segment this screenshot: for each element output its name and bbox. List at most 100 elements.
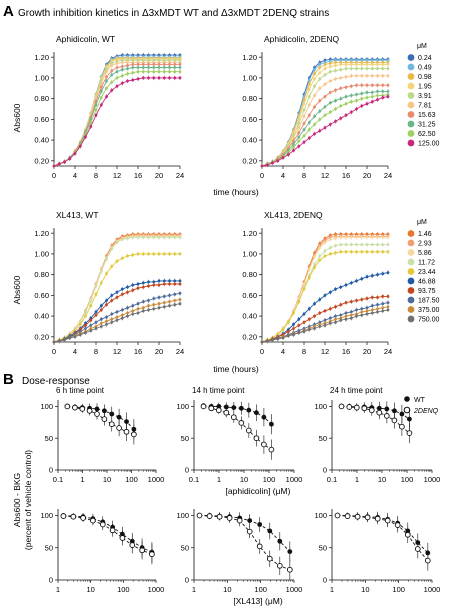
data-point — [297, 331, 301, 335]
legend-swatch-11.72 — [407, 258, 415, 266]
data-point — [318, 99, 322, 103]
legend-swatch-15.63 — [407, 111, 415, 118]
legend-label-15.63: 15.63 — [418, 112, 436, 119]
x-tick-label: 0.1 — [189, 475, 199, 484]
data-point — [328, 65, 332, 68]
legend-swatch-187.50 — [407, 296, 415, 304]
data-point — [318, 246, 322, 250]
data-point — [349, 310, 353, 314]
data-point — [136, 311, 140, 315]
data-point — [334, 305, 337, 309]
data-point — [318, 118, 322, 121]
data-point — [105, 303, 108, 307]
data-point — [152, 76, 156, 80]
data-point-2denq — [368, 407, 375, 414]
data-point — [73, 335, 77, 339]
data-point — [99, 103, 103, 107]
data-point — [313, 72, 316, 76]
data-point-wt — [287, 549, 293, 554]
data-point — [105, 315, 108, 319]
data-point — [344, 85, 348, 89]
data-point-wt — [223, 404, 229, 410]
legend-swatch-23.44 — [407, 268, 415, 275]
data-point — [152, 303, 156, 307]
series-2DENQ — [196, 512, 293, 580]
data-point — [126, 314, 129, 318]
data-point — [307, 307, 311, 311]
y-tick-label: 0 — [49, 576, 53, 585]
legend-swatch-0.98 — [407, 73, 415, 80]
data-point — [313, 262, 316, 266]
x-tick-label: 16 — [342, 347, 350, 356]
data-point — [386, 83, 390, 87]
y-tick-label: 0.60 — [242, 291, 257, 300]
data-point — [386, 271, 390, 274]
y-tick-label: 100 — [40, 402, 53, 411]
data-point-2denq — [391, 417, 398, 424]
data-point — [178, 63, 182, 66]
data-point — [131, 304, 135, 308]
data-point — [323, 63, 327, 66]
data-point — [381, 250, 385, 254]
series-2DENQ — [60, 513, 155, 565]
data-point — [302, 122, 306, 125]
data-point — [173, 76, 177, 80]
y-tick-label: 0 — [323, 576, 327, 585]
data-point — [110, 299, 114, 302]
data-point — [370, 100, 374, 104]
data-point — [120, 313, 124, 317]
data-point — [355, 74, 358, 78]
data-point — [115, 290, 119, 294]
data-point — [131, 63, 135, 66]
fit-line — [341, 405, 410, 434]
data-point — [141, 252, 145, 256]
data-point — [302, 282, 306, 286]
data-point — [386, 243, 390, 247]
y-tick-label: 1.00 — [242, 250, 257, 259]
data-point-2denq — [60, 513, 67, 519]
data-point — [99, 85, 103, 89]
data-point-2denq — [80, 515, 86, 521]
data-point — [355, 67, 358, 70]
data-point — [136, 77, 140, 81]
data-point — [318, 298, 322, 301]
data-point — [376, 310, 379, 314]
x-tick-label: 20 — [363, 347, 371, 356]
data-point-wt — [269, 421, 274, 427]
data-point — [147, 70, 150, 74]
data-point — [339, 285, 343, 289]
data-point — [178, 70, 182, 74]
data-point-2denq — [119, 535, 126, 541]
data-point-wt — [254, 410, 259, 416]
data-point-wt — [109, 411, 115, 417]
data-point — [168, 300, 171, 303]
data-point — [115, 315, 119, 319]
data-point — [162, 279, 166, 283]
data-point — [265, 163, 269, 167]
data-point — [126, 306, 129, 310]
data-point-2denq — [266, 555, 273, 562]
data-point-wt — [102, 408, 107, 414]
data-point — [131, 71, 135, 75]
data-point-2denq — [404, 531, 411, 538]
data-point — [120, 287, 124, 291]
data-point — [318, 66, 322, 69]
data-point — [323, 324, 327, 327]
data-point — [376, 63, 379, 66]
data-point — [334, 64, 337, 67]
data-point — [78, 333, 82, 337]
data-point — [126, 61, 129, 64]
data-point — [339, 104, 343, 108]
data-point — [355, 99, 358, 103]
data-point — [297, 131, 301, 135]
data-point-2denq — [109, 527, 116, 534]
data-point — [297, 118, 301, 121]
dose-chart-2-2: 0 50 100 1 10 100 1000 — [176, 509, 302, 594]
data-point — [360, 74, 364, 78]
x-tick-label: 1 — [330, 585, 334, 594]
legend-label-750.00: 750.00 — [418, 317, 440, 324]
data-point — [168, 294, 171, 297]
data-point — [328, 123, 332, 126]
data-point — [99, 81, 103, 85]
y-tick-label: 1.00 — [34, 250, 49, 259]
